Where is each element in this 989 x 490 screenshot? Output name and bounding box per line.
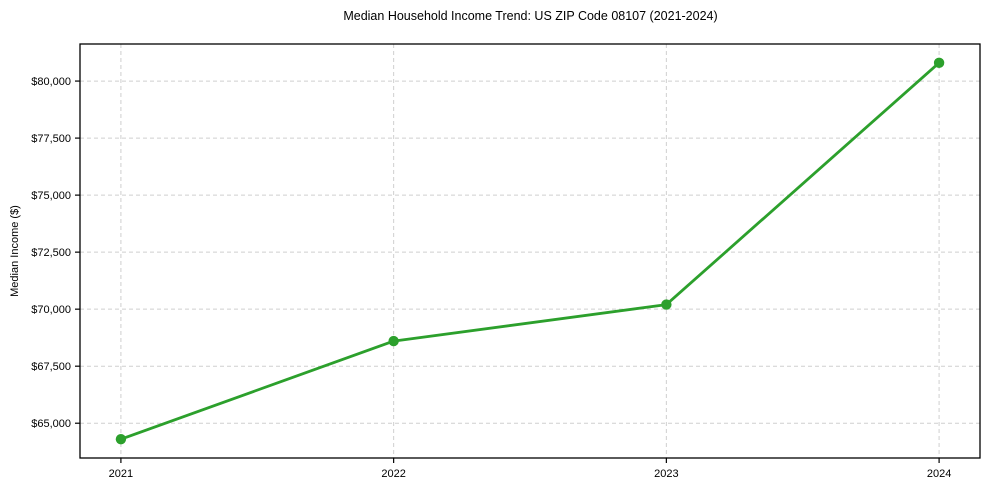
x-tick-label: 2024 — [927, 468, 951, 480]
data-point — [661, 299, 672, 310]
data-point — [388, 335, 399, 347]
data-point — [933, 57, 945, 69]
y-tick-label: $67,500 — [31, 361, 71, 373]
x-tick-label: 2023 — [654, 468, 678, 480]
chart-title: Median Household Income Trend: US ZIP Co… — [343, 9, 718, 23]
y-tick-label: $72,500 — [31, 247, 71, 259]
data-point — [115, 433, 127, 445]
y-tick-label: $77,500 — [31, 133, 71, 145]
y-tick-label: $65,000 — [31, 418, 71, 430]
x-tick-label: 2021 — [109, 468, 133, 480]
y-tick-label: $75,000 — [31, 190, 71, 202]
y-tick-label: $80,000 — [31, 76, 71, 88]
plot-border — [79, 43, 981, 459]
x-tick-label: 2022 — [381, 468, 405, 480]
y-tick-label: $70,000 — [31, 304, 71, 316]
trend-line — [119, 61, 941, 441]
